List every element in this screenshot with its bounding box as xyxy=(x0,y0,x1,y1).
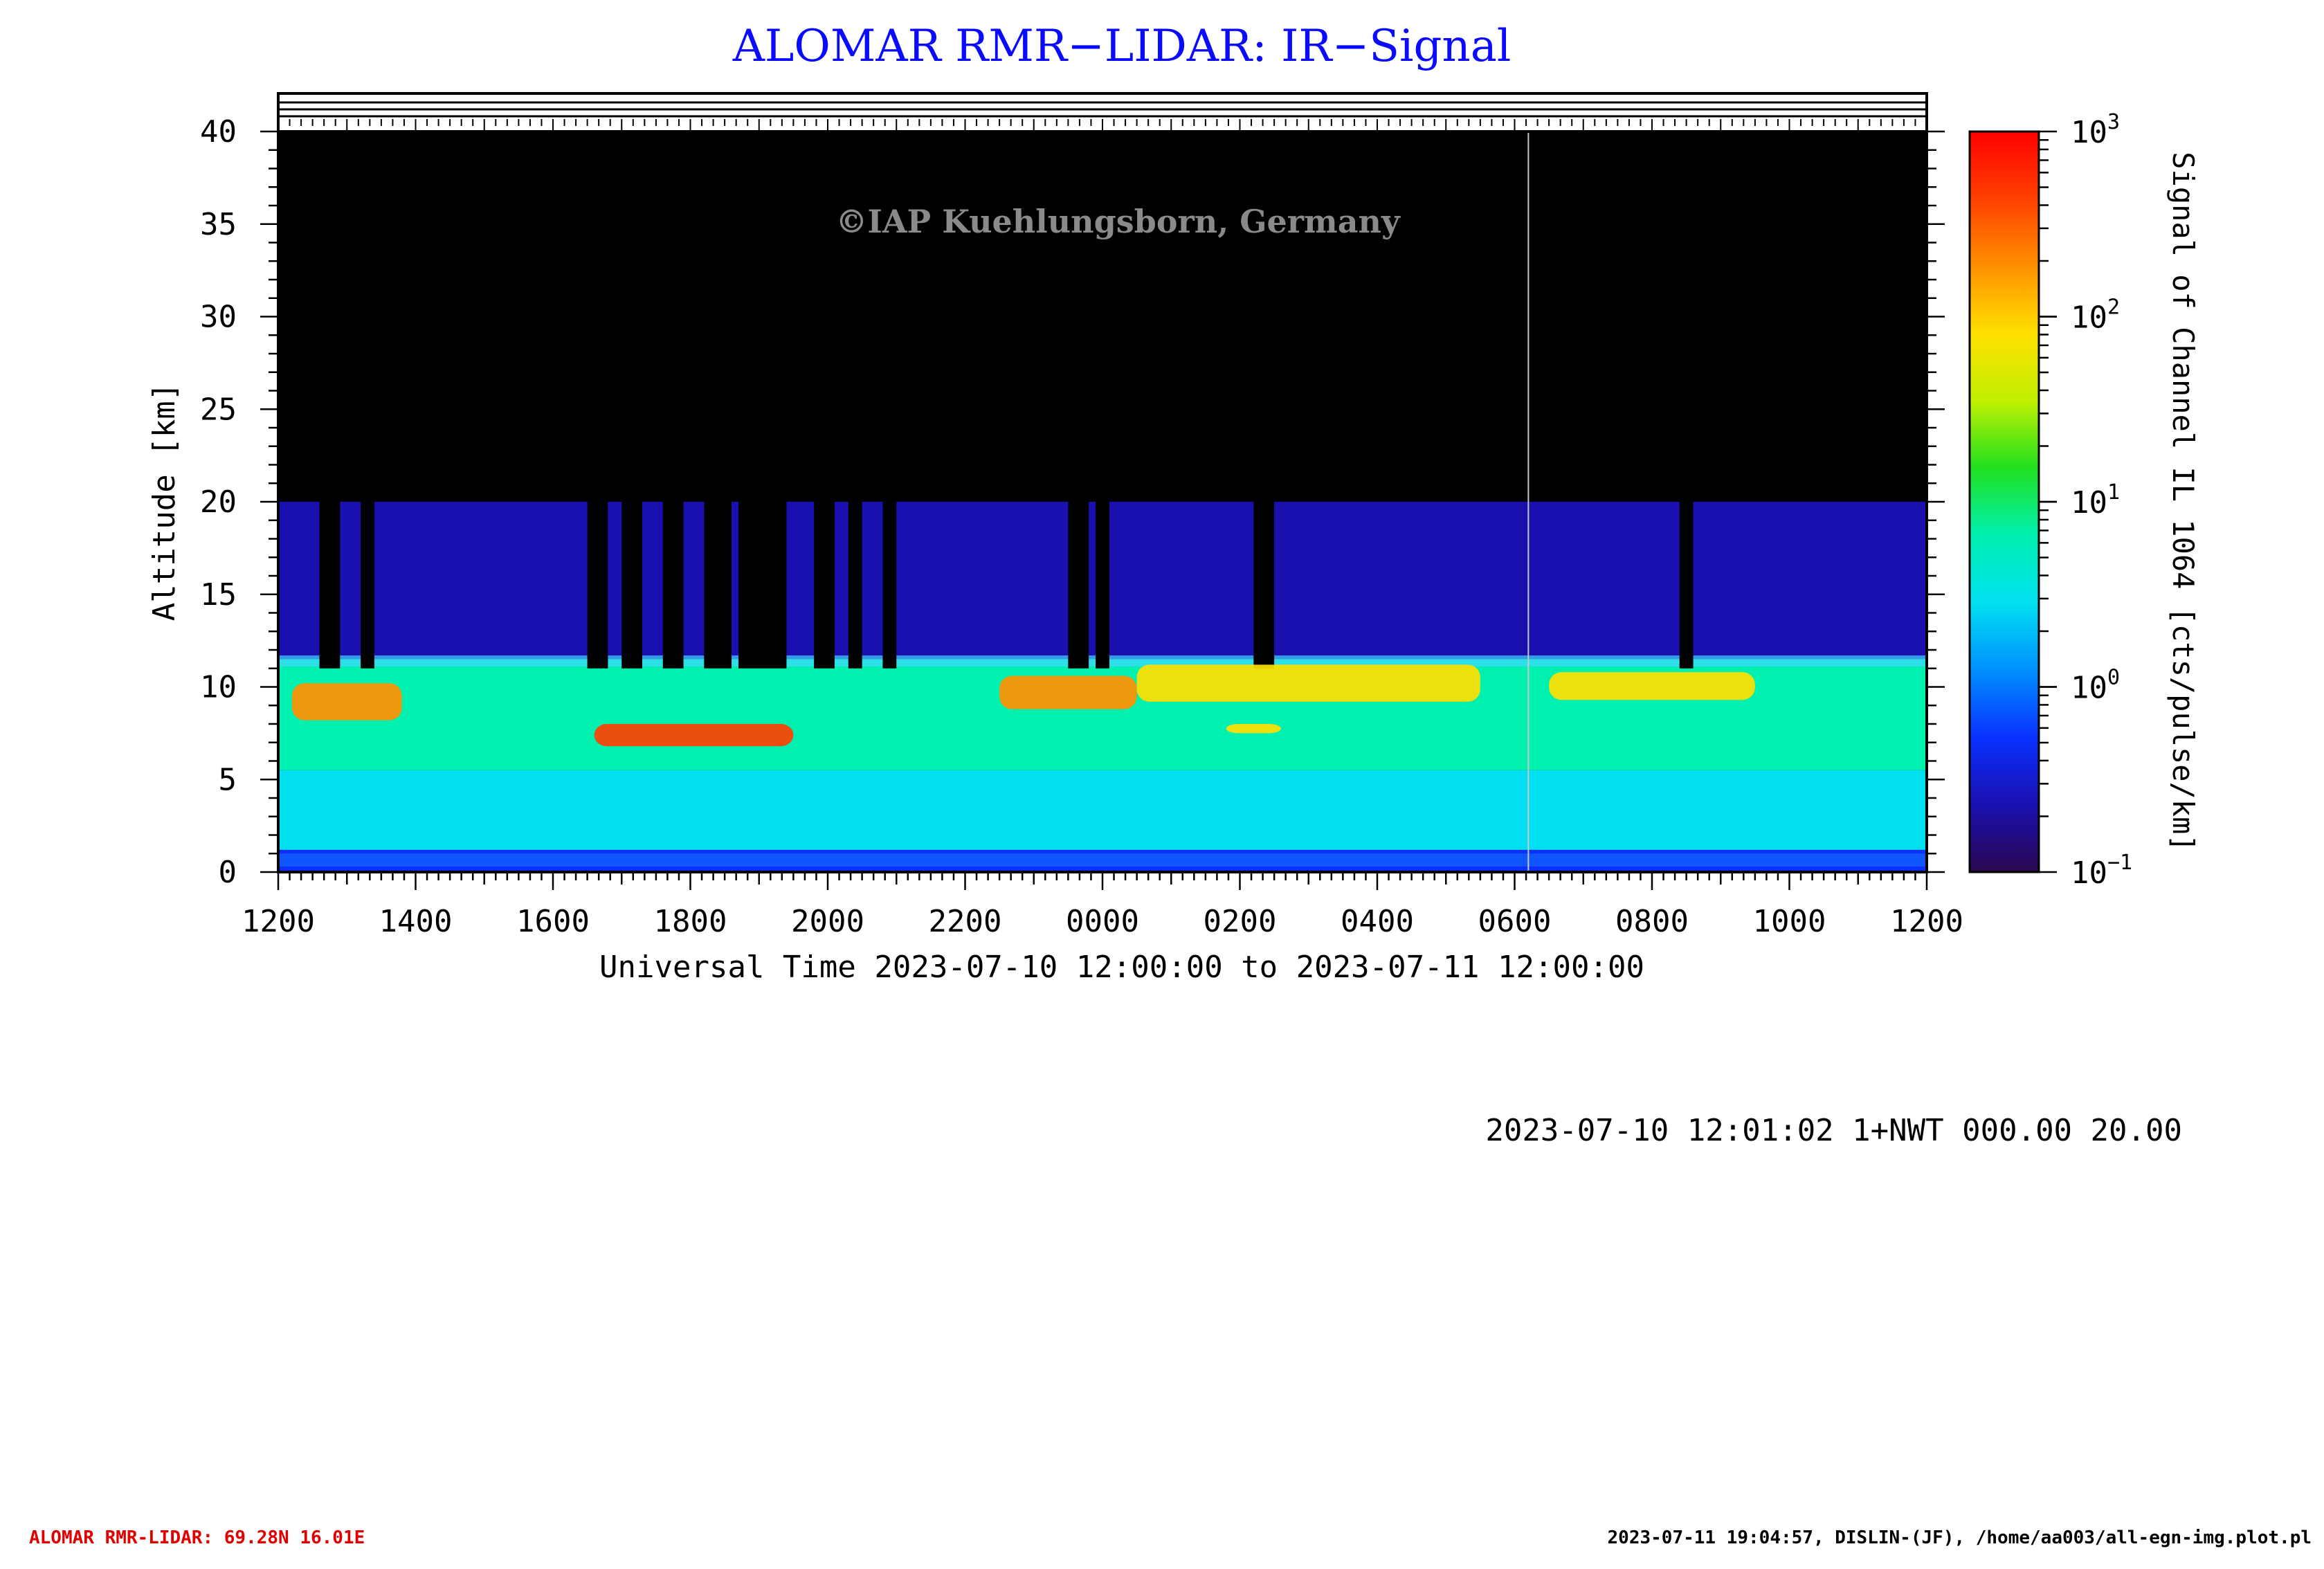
x-axis: 1200 1400 1600 1800 2000 2200 0000 0200 0400 0600… xyxy=(242,872,1963,939)
run-info: 2023-07-10 12:01:02 1+NWT 000.00 20.00 xyxy=(1485,1113,2182,1148)
x-tick-label: 1600 xyxy=(516,904,590,939)
x-tick-label: 1000 xyxy=(1753,904,1826,939)
cloud-patch xyxy=(999,675,1137,709)
signal-dropout xyxy=(704,464,732,669)
cloud-patch xyxy=(291,683,402,720)
signal-dropout xyxy=(1068,464,1089,669)
cloud-patch xyxy=(1136,664,1480,702)
cloud-patch xyxy=(594,724,794,747)
signal-dropout xyxy=(882,464,897,669)
x-tick-label: 2200 xyxy=(929,904,1002,939)
signal-dropout xyxy=(361,464,374,669)
y-tick-label: 30 xyxy=(200,300,237,335)
x-tick-label: 1200 xyxy=(1890,904,1963,939)
signal-dropout xyxy=(587,464,608,669)
cb-tick-label: 102 xyxy=(2071,296,2120,336)
y-tick-label: 5 xyxy=(219,762,237,797)
y-tick-label: 0 xyxy=(219,855,237,890)
cloud-patch xyxy=(1226,724,1282,734)
signal-dropout xyxy=(621,464,643,669)
cb-tick-label: 100 xyxy=(2071,666,2120,706)
cb-tick-label: 101 xyxy=(2071,480,2120,520)
plot-area xyxy=(278,131,1927,872)
x-tick-label: 0600 xyxy=(1478,904,1552,939)
signal-dropout xyxy=(1096,464,1109,669)
x-tick-label: 0400 xyxy=(1341,904,1414,939)
station-footer: ALOMAR RMR-LIDAR: 69.28N 16.01E xyxy=(29,1527,365,1548)
signal-dropout xyxy=(848,464,862,669)
colorbar-axis: 10−1 100 101 102 103 xyxy=(2039,110,2132,891)
cloud-patch xyxy=(1549,672,1755,700)
chart-title: ALOMAR RMR−LIDAR: IR−Signal xyxy=(732,21,1511,72)
x-tick-label: 1400 xyxy=(379,904,453,939)
x-tick-label: 0200 xyxy=(1204,904,1277,939)
y-tick-label: 25 xyxy=(200,392,237,427)
y-tick-label: 10 xyxy=(200,670,237,705)
x-tick-label: 1800 xyxy=(654,904,727,939)
time-coverage-bar xyxy=(277,92,1928,133)
x-tick-label: 1200 xyxy=(242,904,315,939)
colorbar-label: Signal of Channel IL 1064 [cts/pulse/km] xyxy=(2166,152,2200,851)
y-axis: 0 5 10 15 20 25 30 35 40 xyxy=(200,114,1945,890)
x-tick-label: 0000 xyxy=(1066,904,1139,939)
y-tick-label: 20 xyxy=(200,484,237,520)
watermark: ©IAP Kuehlungsborn, Germany xyxy=(835,203,1401,240)
cb-tick-label: 10−1 xyxy=(2071,851,2132,891)
signal-dropout xyxy=(1679,464,1694,669)
signal-dropout xyxy=(814,464,835,669)
generator-footer: 2023-07-11 19:04:57, DISLIN-(JF), /home/… xyxy=(1608,1527,2312,1548)
signal-dropout xyxy=(662,464,684,669)
y-tick-label: 15 xyxy=(200,577,237,613)
signal-dropout xyxy=(738,464,787,669)
x-tick-label: 0800 xyxy=(1615,904,1689,939)
x-tick-label: 2000 xyxy=(791,904,864,939)
cb-tick-label: 103 xyxy=(2071,110,2120,150)
y-tick-label: 40 xyxy=(200,114,237,149)
y-axis-label: Altitude [km] xyxy=(147,383,182,621)
colorbar xyxy=(1968,130,2040,873)
signal-dropout xyxy=(319,464,341,669)
ground-strip xyxy=(278,853,1927,867)
layer-boundary xyxy=(278,770,1927,850)
y-tick-label: 35 xyxy=(200,207,237,242)
x-axis-label: Universal Time 2023-07-10 12:00:00 to 20… xyxy=(599,950,1644,985)
signal-dropout xyxy=(1253,464,1275,669)
